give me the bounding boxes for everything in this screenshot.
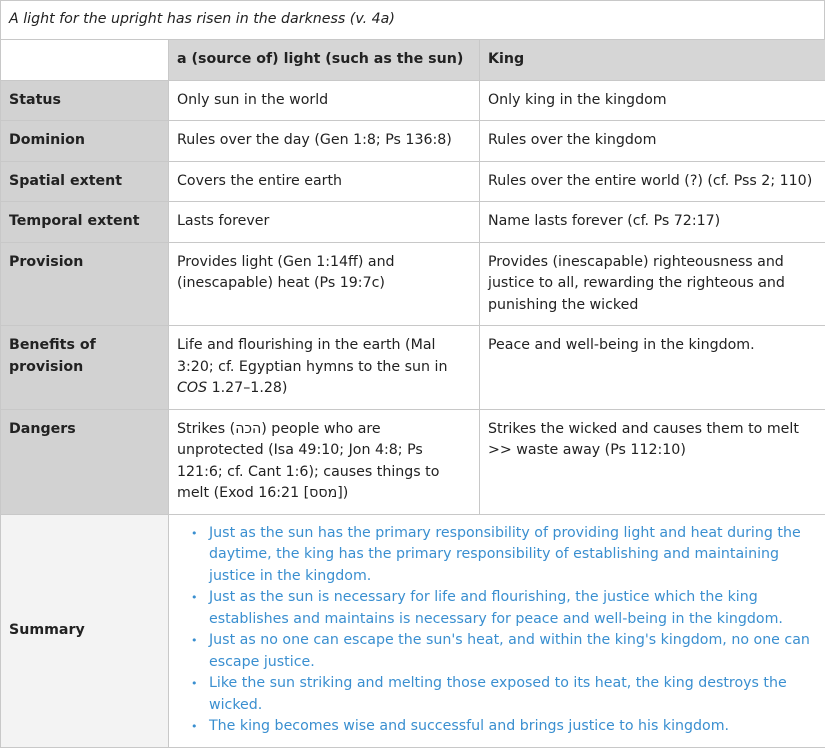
header-blank — [1, 40, 169, 81]
light-text: Life and flourishing in the earth (Mal 3… — [177, 337, 447, 375]
table-row: Provision Provides light (Gen 1:14ff) an… — [1, 242, 825, 326]
table-row: Status Only sun in the world Only king i… — [1, 80, 825, 121]
table-row: Dominion Rules over the day (Gen 1:8; Ps… — [1, 121, 825, 162]
king-cell: Strikes the wicked and causes them to me… — [480, 409, 825, 514]
light-cell: Strikes (הכה) people who are unprotected… — [169, 409, 480, 514]
king-cell: Only king in the kingdom — [480, 80, 825, 121]
table-row: Benefits of provision Life and flourishi… — [1, 326, 825, 410]
row-label: Dangers — [1, 409, 169, 514]
row-label: Spatial extent — [1, 161, 169, 202]
summary-list: Just as the sun has the primary responsi… — [189, 523, 817, 738]
king-cell: Name lasts forever (cf. Ps 72:17) — [480, 202, 825, 243]
summary-item: The king becomes wise and successful and… — [209, 716, 817, 738]
summary-label: Summary — [1, 514, 169, 747]
light-cell: Provides light (Gen 1:14ff) and (inescap… — [169, 242, 480, 326]
light-text-end: 1.27–1.28) — [207, 380, 287, 396]
king-cell: Peace and well-being in the kingdom. — [480, 326, 825, 410]
summary-item: Just as the sun is necessary for life an… — [209, 587, 817, 630]
light-cell: Rules over the day (Gen 1:8; Ps 136:8) — [169, 121, 480, 162]
light-cell: Life and flourishing in the earth (Mal 3… — [169, 326, 480, 410]
row-label: Provision — [1, 242, 169, 326]
header-king: King — [480, 40, 825, 81]
table-title: A light for the upright has risen in the… — [0, 0, 825, 39]
king-cell: Rules over the kingdom — [480, 121, 825, 162]
row-label: Benefits of provision — [1, 326, 169, 410]
table-row: Temporal extent Lasts forever Name lasts… — [1, 202, 825, 243]
summary-item: Like the sun striking and melting those … — [209, 673, 817, 716]
row-label: Temporal extent — [1, 202, 169, 243]
king-cell: Rules over the entire world (?) (cf. Pss… — [480, 161, 825, 202]
header-light: a (source of) light (such as the sun) — [169, 40, 480, 81]
light-cell: Only sun in the world — [169, 80, 480, 121]
summary-row: Summary Just as the sun has the primary … — [1, 514, 825, 747]
summary-cell: Just as the sun has the primary responsi… — [169, 514, 825, 747]
row-label: Dominion — [1, 121, 169, 162]
comparison-table: a (source of) light (such as the sun) Ki… — [0, 39, 825, 748]
summary-item: Just as no one can escape the sun's heat… — [209, 630, 817, 673]
table-row: Spatial extent Covers the entire earth R… — [1, 161, 825, 202]
header-row: a (source of) light (such as the sun) Ki… — [1, 40, 825, 81]
cos-abbrev: COS — [177, 380, 207, 396]
light-cell: Lasts forever — [169, 202, 480, 243]
row-label: Status — [1, 80, 169, 121]
light-cell: Covers the entire earth — [169, 161, 480, 202]
table-row: Dangers Strikes (הכה) people who are unp… — [1, 409, 825, 514]
king-cell: Provides (inescapable) righteousness and… — [480, 242, 825, 326]
summary-item: Just as the sun has the primary responsi… — [209, 523, 817, 588]
